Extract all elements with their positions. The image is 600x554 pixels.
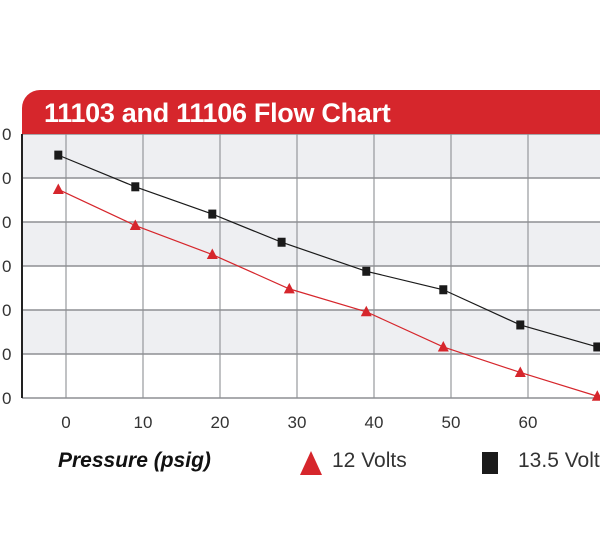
data-point-13-5-volts <box>277 237 286 247</box>
data-point-12-volts <box>360 305 372 317</box>
legend-label-13-5-volts: 13.5 Volts <box>518 449 600 472</box>
data-point-13-5-volts <box>593 342 600 352</box>
chart-title-bar <box>22 90 600 134</box>
series-line-13-5-volts <box>58 154 598 348</box>
x-tick-label: 30 <box>288 413 307 432</box>
data-point-12-volts <box>52 183 64 194</box>
grid-band <box>22 222 600 266</box>
grid-band <box>22 310 600 354</box>
data-point-12-volts <box>129 219 141 231</box>
x-tick-label: 0 <box>61 413 70 432</box>
y-tick-label: 0 <box>2 169 11 188</box>
x-tick-label: 40 <box>365 413 384 432</box>
data-point-13-5-volts <box>208 209 217 219</box>
y-tick-label: 0 <box>2 125 11 144</box>
x-tick-label: 10 <box>134 413 153 432</box>
chart-title: 11103 and 11106 Flow Chart <box>44 98 391 128</box>
x-tick-label: 50 <box>442 413 461 432</box>
square-marker-icon <box>482 452 498 474</box>
y-tick-label: 0 <box>2 257 11 276</box>
data-point-13-5-volts <box>439 285 448 295</box>
data-point-12-volts <box>514 366 526 377</box>
data-point-13-5-volts <box>131 182 140 192</box>
series-line-12-volts <box>58 188 598 397</box>
legend-label-12-volts: 12 Volts <box>332 449 407 472</box>
y-tick-label: 0 <box>2 389 11 408</box>
data-point-12-volts <box>206 248 218 260</box>
data-point-13-5-volts <box>362 266 371 276</box>
x-axis-label: Pressure (psig) <box>58 449 211 472</box>
y-tick-label: 0 <box>2 213 11 232</box>
x-tick-label: 60 <box>519 413 538 432</box>
data-point-12-volts <box>591 390 600 401</box>
y-tick-label: 0 <box>2 301 11 320</box>
x-tick-label: 20 <box>211 413 230 432</box>
triangle-marker-icon <box>300 451 322 475</box>
y-tick-label: 0 <box>2 345 11 364</box>
data-point-13-5-volts <box>54 150 63 160</box>
grid-band <box>22 134 600 178</box>
data-point-12-volts <box>437 340 449 352</box>
data-point-13-5-volts <box>516 320 525 330</box>
data-point-12-volts <box>283 282 295 294</box>
